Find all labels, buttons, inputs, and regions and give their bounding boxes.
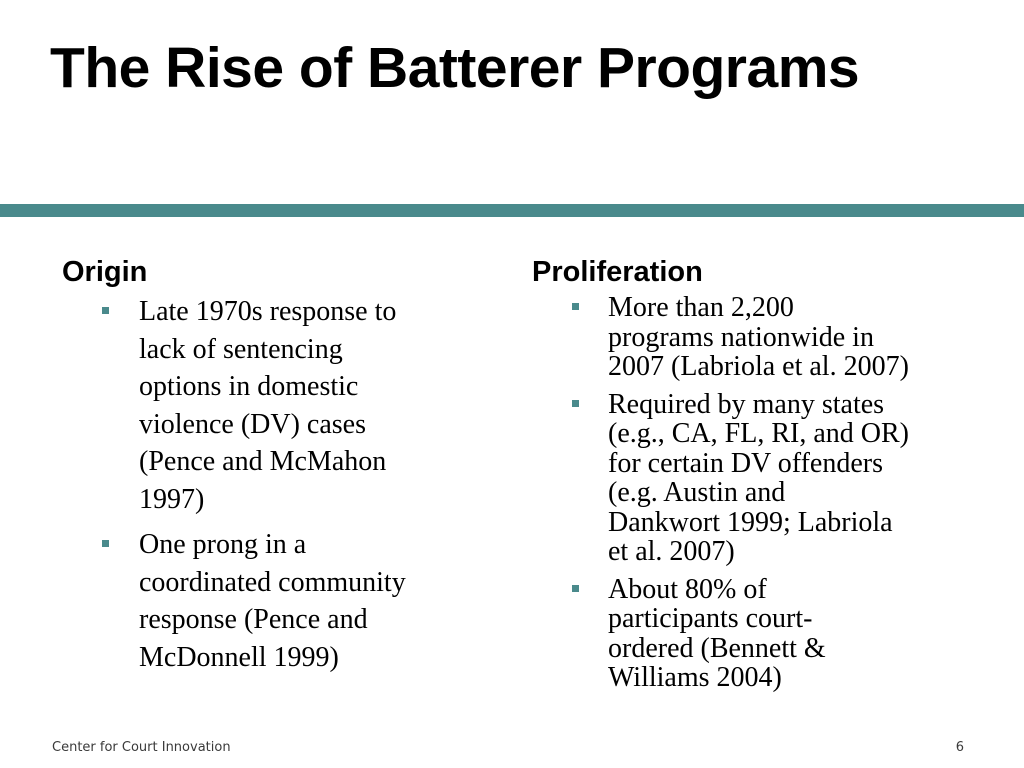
- line: coordinated community: [139, 566, 406, 598]
- slide-title: The Rise of Batterer Programs: [50, 36, 860, 100]
- proliferation-heading: Proliferation: [532, 256, 703, 288]
- line: Late 1970s response to: [139, 296, 397, 327]
- line: 1997): [139, 483, 205, 515]
- square-bullet-icon: [572, 303, 579, 310]
- line: McDonnell 1999): [139, 641, 339, 673]
- line: More than 2,200: [608, 292, 794, 323]
- square-bullet-icon: [102, 307, 109, 314]
- footer-organization: Center for Court Innovation: [52, 740, 231, 755]
- line: One prong in a: [139, 529, 307, 560]
- square-bullet-icon: [572, 584, 579, 592]
- proliferation-bullet-1: More than 2,200 programs nationwide in 2…: [532, 293, 992, 382]
- line: participants court-: [608, 603, 813, 634]
- square-bullet-icon: [572, 399, 579, 407]
- square-bullet-icon: [102, 540, 109, 547]
- line: (e.g., CA, FL, RI, and OR): [608, 418, 909, 449]
- origin-bullet-2: One prong in a coordinated community res…: [62, 526, 492, 676]
- proliferation-bullet-2: Required by many states (e.g., CA, FL, R…: [532, 388, 992, 567]
- title-divider: [0, 204, 1024, 217]
- line: Williams 2004): [608, 662, 782, 693]
- line: lack of sentencing: [139, 333, 343, 365]
- proliferation-column: Proliferation More than 2,200 programs n…: [532, 258, 992, 701]
- line: ordered (Bennett &: [608, 632, 826, 664]
- line: et al. 2007): [608, 536, 735, 567]
- line: Required by many states: [608, 388, 885, 420]
- line: (e.g. Austin and: [608, 477, 786, 508]
- proliferation-bullet-list: More than 2,200 programs nationwide in 2…: [532, 293, 992, 693]
- proliferation-bullet-3: About 80% of participants court- ordered…: [532, 573, 992, 693]
- line: (Pence and McMahon: [139, 446, 387, 477]
- origin-bullet-list: Late 1970s response to lack of sentencin…: [62, 293, 492, 676]
- line: About 80% of: [608, 573, 767, 605]
- line: for certain DV offenders: [608, 447, 883, 479]
- line: options in domestic: [139, 371, 359, 402]
- line: response (Pence and: [139, 604, 368, 635]
- line: violence (DV) cases: [139, 408, 367, 440]
- origin-bullet-1: Late 1970s response to lack of sentencin…: [62, 293, 492, 518]
- origin-heading: Origin: [62, 256, 148, 288]
- line: programs nationwide in: [608, 321, 874, 353]
- line: Dankwort 1999; Labriola: [608, 506, 893, 538]
- line: 2007 (Labriola et al. 2007): [608, 351, 909, 382]
- page-number: 6: [955, 740, 964, 755]
- origin-column: Origin Late 1970s response to lack of se…: [62, 258, 492, 684]
